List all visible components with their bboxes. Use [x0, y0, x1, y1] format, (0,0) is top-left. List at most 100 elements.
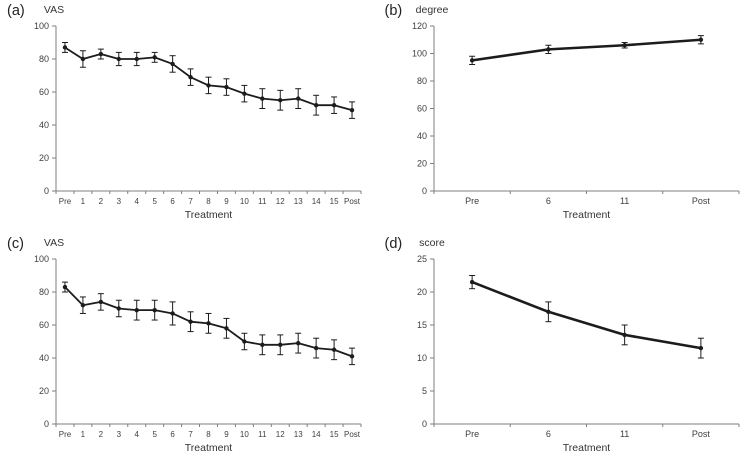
x-tick-label: 6 — [545, 429, 550, 439]
x-tick-label: 2 — [99, 197, 104, 206]
data-point — [698, 345, 703, 351]
x-tick-label: 6 — [170, 197, 175, 206]
y-axis-title: VAS — [44, 237, 64, 249]
panel-d: (d) 0 5 10 15 20 25 Pre 6 11 Post Treatment score — [378, 233, 755, 466]
series-line — [470, 280, 702, 350]
x-tick-label: 5 — [152, 197, 157, 206]
y-axis-title: degree — [415, 4, 448, 16]
x-axis-title: Treatment — [562, 209, 610, 221]
y-tick-label: 60 — [416, 104, 426, 114]
data-point — [224, 326, 229, 331]
y-tick-label: 100 — [34, 254, 49, 264]
data-point — [313, 345, 319, 351]
axes: 0 5 10 15 20 25 Pre 6 11 Post — [416, 254, 739, 439]
data-point — [134, 307, 139, 313]
panel-d-label: (d) — [384, 236, 403, 252]
y-tick-label: 15 — [416, 320, 426, 330]
data-point — [80, 56, 86, 62]
y-tick-label: 60 — [39, 87, 49, 97]
y-tick-label: 80 — [39, 287, 49, 297]
y-tick-label: 120 — [411, 21, 426, 31]
data-point — [152, 55, 157, 60]
data-point — [469, 279, 474, 285]
x-tick-label: Post — [344, 430, 361, 439]
data-point — [331, 347, 337, 352]
x-tick-label: 14 — [312, 430, 321, 439]
x-tick-label: 11 — [258, 430, 267, 439]
data-point — [170, 311, 175, 316]
data-point — [80, 303, 86, 308]
data-point — [62, 45, 68, 50]
data-point — [134, 56, 139, 62]
x-tick-label: Pre — [465, 196, 479, 206]
data-point — [260, 342, 265, 347]
error-bars — [468, 275, 704, 359]
x-tick-label: 4 — [135, 197, 140, 206]
data-point — [206, 321, 211, 326]
x-tick-label: 7 — [188, 430, 193, 439]
data-point — [98, 51, 104, 57]
x-tick-label: 10 — [240, 197, 249, 206]
data-point — [260, 96, 265, 101]
y-tick-label: 0 — [421, 186, 426, 196]
x-tick-label: 2 — [99, 430, 104, 439]
data-point — [296, 96, 301, 101]
y-tick-label: 40 — [416, 131, 426, 141]
x-tick-label: 3 — [117, 197, 122, 206]
data-point — [206, 83, 211, 88]
y-tick-label: 20 — [416, 287, 426, 297]
y-tick-label: 80 — [39, 54, 49, 64]
x-tick-label: 15 — [330, 430, 339, 439]
data-point — [621, 43, 627, 48]
data-point — [62, 284, 68, 290]
data-point — [313, 103, 319, 108]
x-tick-label: 10 — [240, 430, 249, 439]
x-tick-label: Post — [691, 196, 710, 206]
x-tick-label: 8 — [206, 430, 211, 439]
x-tick-label: 6 — [170, 430, 175, 439]
x-tick-label: 15 — [330, 197, 339, 206]
y-axis-title: score — [419, 237, 445, 249]
panel-c-label: (c) — [7, 236, 24, 252]
error-bars — [468, 35, 704, 65]
x-tick-label: 11 — [619, 196, 628, 206]
panel-a: (a) 0 20 40 60 80 100 Pre 1 2 3 4 5 6 7 8 9 10 11 12 13 14 15… — [0, 0, 378, 233]
data-point — [296, 340, 301, 346]
chart-d-line-plot: 0 5 10 15 20 25 Pre 6 11 Post Treatment score — [416, 237, 739, 454]
x-tick-label: 11 — [619, 429, 628, 439]
y-axis-title: VAS — [44, 4, 64, 16]
data-point — [545, 309, 551, 314]
x-tick-label: 5 — [152, 430, 157, 439]
x-tick-label: 9 — [224, 197, 229, 206]
x-tick-label: 6 — [545, 196, 550, 206]
y-tick-label: 20 — [39, 386, 49, 396]
data-point — [242, 339, 247, 344]
series-line — [470, 38, 702, 62]
x-tick-label: 13 — [294, 197, 303, 206]
x-tick-label: 12 — [276, 197, 285, 206]
x-tick-label: 7 — [188, 197, 193, 206]
x-tick-label: 1 — [81, 197, 86, 206]
panel-b-label: (b) — [384, 3, 403, 19]
error-bars — [61, 42, 356, 119]
data-points — [62, 45, 355, 113]
data-point — [98, 299, 104, 305]
data-point — [242, 91, 247, 96]
x-tick-label: 11 — [258, 197, 267, 206]
x-axis-title: Treatment — [185, 209, 233, 221]
data-point — [278, 342, 283, 347]
y-tick-label: 0 — [44, 186, 49, 196]
data-point — [116, 56, 121, 62]
panel-b: (b) 0 20 40 60 80 100 120 Pre 6 11 Post Treatment de… — [378, 0, 755, 233]
data-point — [188, 319, 193, 324]
data-point — [469, 58, 474, 63]
y-tick-label: 10 — [416, 353, 426, 363]
data-point — [698, 37, 703, 42]
y-tick-label: 5 — [421, 386, 426, 396]
x-tick-label: 9 — [224, 430, 229, 439]
